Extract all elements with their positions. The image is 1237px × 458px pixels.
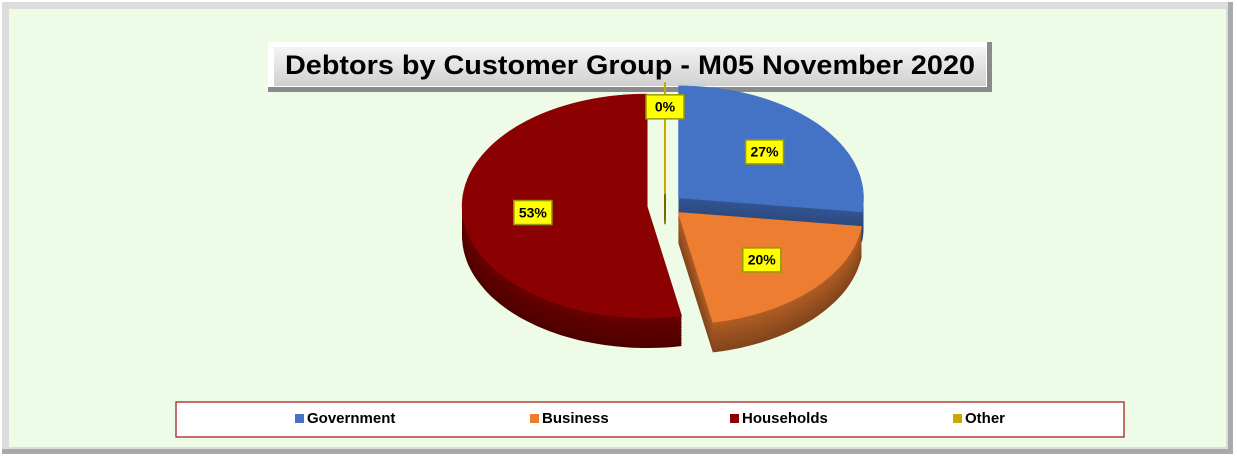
data-label: 20% — [748, 252, 777, 268]
chart-title: Debtors by Customer Group - M05 November… — [285, 50, 975, 80]
slice — [461, 93, 683, 319]
legend-label: Households — [742, 410, 828, 427]
title-box — [274, 47, 986, 86]
data-label: 0% — [655, 99, 676, 115]
legend-label: Government — [307, 410, 395, 427]
legend-label: Business — [542, 410, 609, 427]
legend-swatch — [530, 414, 539, 423]
data-label-box — [645, 94, 685, 120]
data-label: 53% — [519, 204, 548, 220]
legend-swatch — [730, 414, 739, 423]
data-label: 27% — [751, 144, 780, 160]
legend-box — [175, 401, 1125, 438]
legend-label: Other — [965, 410, 1005, 427]
data-label-box — [513, 199, 553, 226]
legend-swatch — [953, 414, 962, 423]
data-label-box — [741, 247, 782, 273]
legend-swatch — [295, 414, 304, 423]
data-label-box — [744, 139, 785, 165]
